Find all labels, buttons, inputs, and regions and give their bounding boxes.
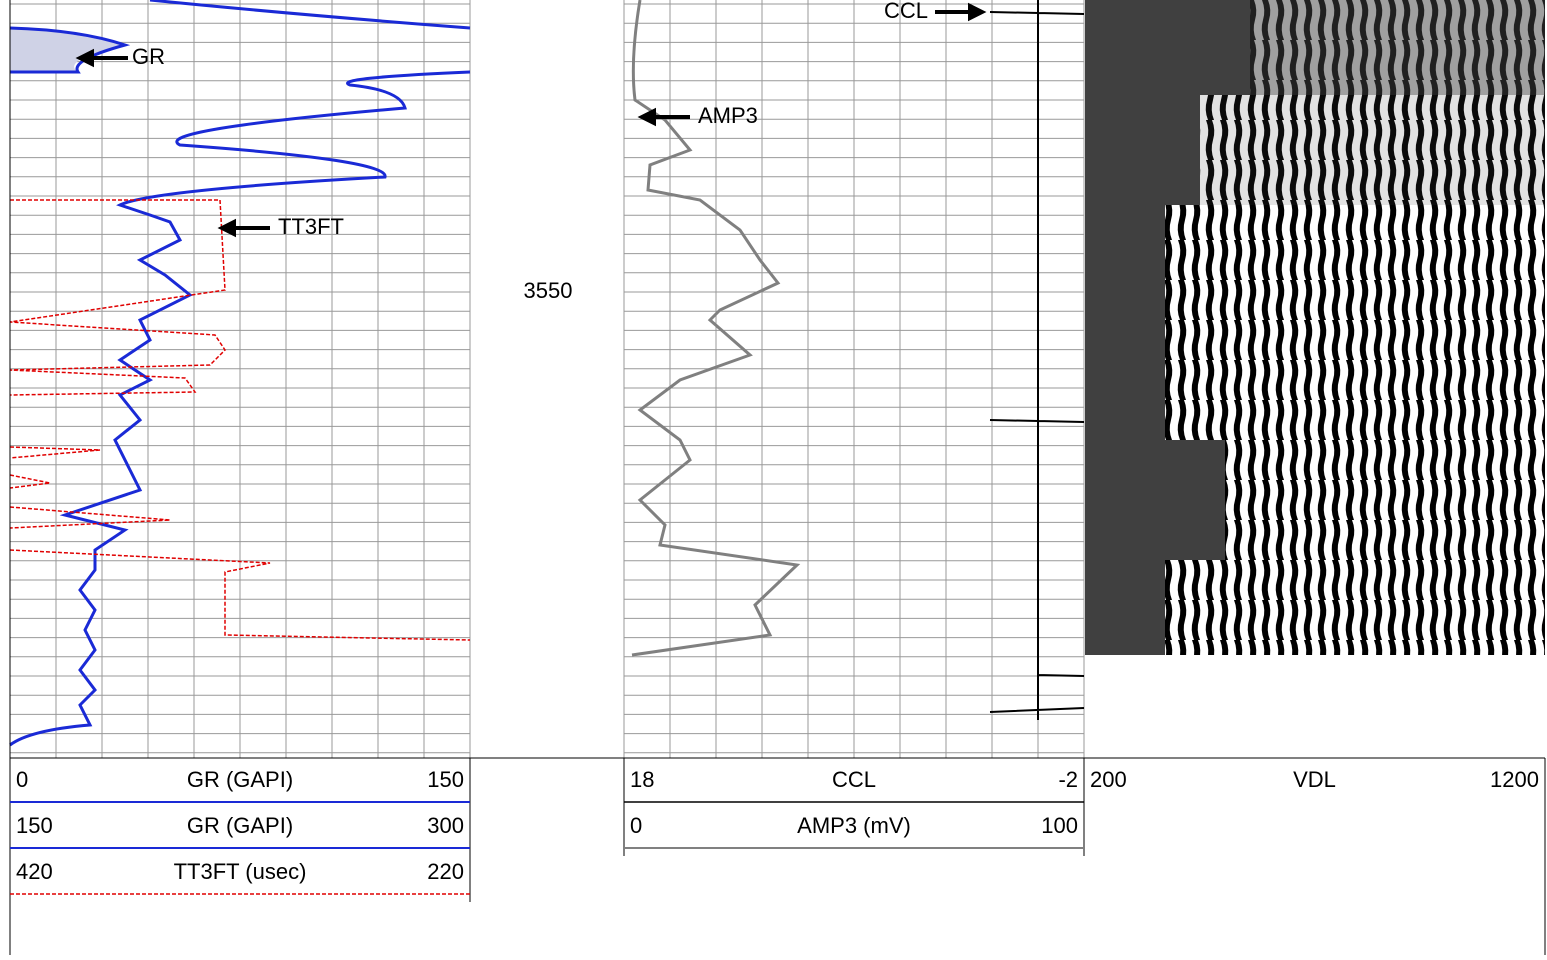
scale-name: AMP3 (mV)	[797, 813, 911, 838]
scale-max: 100	[1041, 813, 1078, 838]
scale-name: GR (GAPI)	[187, 813, 293, 838]
scale-min: 420	[16, 859, 53, 884]
scale-headers: 0 GR (GAPI) 150 150 GR (GAPI) 300 420 TT3FT (us…	[16, 767, 1539, 884]
scale-name: GR (GAPI)	[187, 767, 293, 792]
scale-name: VDL	[1293, 767, 1336, 792]
scale-max: 300	[427, 813, 464, 838]
depth-label: 3550	[524, 278, 573, 303]
track1-grid	[9, 0, 471, 758]
scale-min: 0	[630, 813, 642, 838]
scale-min: 18	[630, 767, 654, 792]
amp3-curve	[631, 0, 801, 657]
scale-name: TT3FT (usec)	[174, 859, 307, 884]
gr-curve	[9, 0, 471, 747]
scale-max: 1200	[1490, 767, 1539, 792]
scale-min: 0	[16, 767, 28, 792]
curve-label: GR	[132, 44, 165, 69]
scale-max: 150	[427, 767, 464, 792]
scale-min: 150	[16, 813, 53, 838]
tt3ft-curve	[9, 199, 471, 641]
vdl-image	[1200, 95, 1545, 205]
curve-label: AMP3	[698, 103, 758, 128]
vdl-gap	[1165, 440, 1225, 560]
vdl-image	[1165, 205, 1545, 655]
scale-name: CCL	[832, 767, 876, 792]
curve-label: CCL	[884, 0, 928, 23]
gr-fill	[10, 28, 125, 72]
label-arrows	[75, 2, 987, 238]
curve-label: TT3FT	[278, 214, 344, 239]
track2-grid	[623, 0, 1085, 758]
ccl-curve	[989, 0, 1085, 720]
scale-max: -2	[1058, 767, 1078, 792]
scale-max: 220	[427, 859, 464, 884]
scale-min: 200	[1090, 767, 1127, 792]
vdl-image	[1250, 0, 1545, 95]
